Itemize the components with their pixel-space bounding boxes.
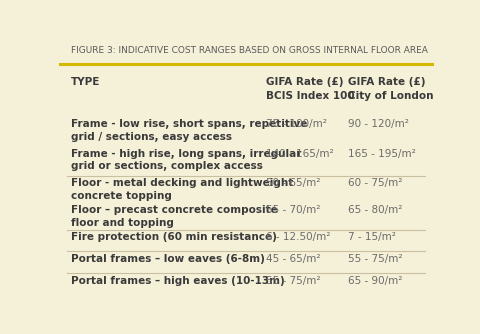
Text: 6 - 12.50/m²: 6 - 12.50/m² bbox=[266, 232, 331, 242]
Text: GIFA Rate (£)
City of London: GIFA Rate (£) City of London bbox=[348, 77, 434, 101]
Text: Frame - low rise, short spans, repetitive
grid / sections, easy access: Frame - low rise, short spans, repetitiv… bbox=[71, 119, 308, 142]
Text: 65 - 80/m²: 65 - 80/m² bbox=[348, 205, 403, 215]
Text: Floor - metal decking and lightweight
concrete topping: Floor - metal decking and lightweight co… bbox=[71, 178, 293, 201]
Text: 90 - 120/m²: 90 - 120/m² bbox=[348, 119, 409, 129]
Text: Fire protection (60 min resistance): Fire protection (60 min resistance) bbox=[71, 232, 277, 242]
Text: 55 - 70/m²: 55 - 70/m² bbox=[266, 205, 321, 215]
Text: 140 - 165/m²: 140 - 165/m² bbox=[266, 149, 334, 159]
Text: GIFA Rate (£)
BCIS Index 100: GIFA Rate (£) BCIS Index 100 bbox=[266, 77, 355, 101]
Text: 60 - 75/m²: 60 - 75/m² bbox=[348, 178, 403, 188]
Text: 50 - 65/m²: 50 - 65/m² bbox=[266, 178, 321, 188]
Text: 7 - 15/m²: 7 - 15/m² bbox=[348, 232, 396, 242]
Text: Floor – precast concrete composite
floor and topping: Floor – precast concrete composite floor… bbox=[71, 205, 278, 228]
Text: Portal frames – high eaves (10-13m): Portal frames – high eaves (10-13m) bbox=[71, 276, 285, 286]
Text: FIGURE 3: INDICATIVE COST RANGES BASED ON GROSS INTERNAL FLOOR AREA: FIGURE 3: INDICATIVE COST RANGES BASED O… bbox=[71, 46, 428, 55]
Text: 55 - 75/m²: 55 - 75/m² bbox=[266, 276, 321, 286]
Text: 65 - 90/m²: 65 - 90/m² bbox=[348, 276, 403, 286]
Text: Portal frames – low eaves (6-8m): Portal frames – low eaves (6-8m) bbox=[71, 254, 265, 264]
Text: 55 - 75/m²: 55 - 75/m² bbox=[348, 254, 403, 264]
Text: 75 - 100/m²: 75 - 100/m² bbox=[266, 119, 327, 129]
Text: 45 - 65/m²: 45 - 65/m² bbox=[266, 254, 321, 264]
Text: 165 - 195/m²: 165 - 195/m² bbox=[348, 149, 416, 159]
Text: TYPE: TYPE bbox=[71, 77, 100, 88]
Text: Frame - high rise, long spans, irregular
grid or sections, complex access: Frame - high rise, long spans, irregular… bbox=[71, 149, 301, 171]
